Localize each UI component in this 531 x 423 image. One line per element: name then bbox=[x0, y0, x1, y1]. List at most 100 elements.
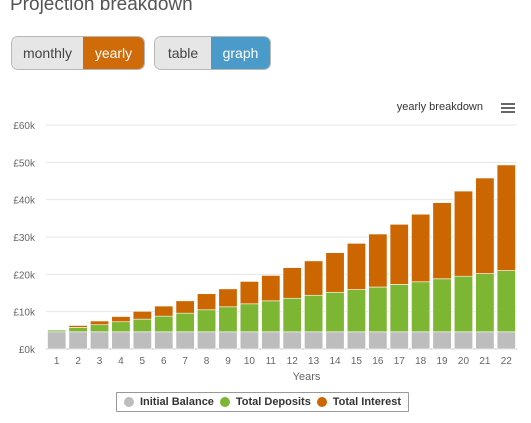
bar-segment-total-deposits[interactable] bbox=[154, 315, 174, 333]
bar-segment-total-interest[interactable] bbox=[282, 267, 302, 299]
legend-dot-initial-icon bbox=[123, 397, 134, 407]
bar-segment-total-interest[interactable] bbox=[453, 190, 473, 277]
y-tick-label: £30k bbox=[13, 233, 36, 244]
y-tick-label: £40k bbox=[13, 196, 36, 207]
bar-segment-total-deposits[interactable] bbox=[304, 294, 324, 333]
bar-segment-initial-balance[interactable] bbox=[346, 331, 366, 350]
bar-segment-total-deposits[interactable] bbox=[239, 303, 259, 333]
bar-segment-total-interest[interactable] bbox=[132, 310, 152, 320]
x-tick-label: 16 bbox=[372, 356, 384, 367]
view-toggle: table graph bbox=[154, 36, 271, 70]
x-tick-label: 21 bbox=[479, 356, 491, 367]
bar-segment-total-deposits[interactable] bbox=[68, 327, 88, 333]
bar-segment-total-interest[interactable] bbox=[325, 252, 345, 293]
bar-segment-total-interest[interactable] bbox=[175, 300, 195, 314]
y-tick-label: £50k bbox=[13, 158, 36, 169]
bar-segment-total-interest[interactable] bbox=[368, 233, 388, 288]
bar-segment-initial-balance[interactable] bbox=[389, 331, 409, 350]
bar-segment-initial-balance[interactable] bbox=[239, 331, 259, 350]
bar-segment-total-interest[interactable] bbox=[90, 320, 110, 326]
bar-segment-total-interest[interactable] bbox=[411, 213, 431, 283]
bar-segment-total-deposits[interactable] bbox=[453, 275, 473, 333]
bar-segment-initial-balance[interactable] bbox=[132, 331, 152, 350]
x-tick-label: 4 bbox=[118, 356, 124, 367]
y-tick-label: £10k bbox=[13, 308, 36, 319]
bar-segment-total-interest[interactable] bbox=[432, 202, 452, 280]
bar-segment-total-deposits[interactable] bbox=[282, 297, 302, 333]
bar-segment-total-deposits[interactable] bbox=[389, 284, 409, 333]
bar-segment-total-interest[interactable] bbox=[389, 224, 409, 285]
bar-segment-initial-balance[interactable] bbox=[111, 331, 131, 350]
bar-segment-total-deposits[interactable] bbox=[132, 318, 152, 333]
bar-segment-total-deposits[interactable] bbox=[90, 324, 110, 333]
bar-segment-initial-balance[interactable] bbox=[175, 331, 195, 350]
bar-segment-total-deposits[interactable] bbox=[197, 309, 217, 333]
monthly-button[interactable]: monthly bbox=[12, 37, 83, 69]
bar-segment-total-deposits[interactable] bbox=[218, 306, 238, 333]
bar-segment-total-deposits[interactable] bbox=[432, 278, 452, 333]
bar-segment-total-deposits[interactable] bbox=[496, 270, 516, 333]
x-tick-label: 18 bbox=[415, 356, 427, 367]
bar-segment-total-deposits[interactable] bbox=[325, 291, 345, 333]
bar-segment-initial-balance[interactable] bbox=[411, 331, 431, 350]
bar-segment-initial-balance[interactable] bbox=[325, 331, 345, 350]
bar-segment-total-interest[interactable] bbox=[304, 260, 324, 296]
legend-item-total-deposits[interactable]: Total Deposits bbox=[219, 396, 311, 408]
period-toggle: monthly yearly bbox=[11, 36, 145, 70]
bar-layer bbox=[47, 164, 516, 350]
bar-segment-total-interest[interactable] bbox=[111, 316, 131, 323]
bar-segment-total-deposits[interactable] bbox=[346, 289, 366, 333]
x-tick-label: 20 bbox=[458, 356, 470, 367]
y-tick-label: £20k bbox=[13, 270, 36, 281]
bar-segment-initial-balance[interactable] bbox=[304, 331, 324, 350]
bar-segment-total-deposits[interactable] bbox=[175, 312, 195, 333]
bar-segment-initial-balance[interactable] bbox=[368, 331, 388, 350]
bar-segment-total-interest[interactable] bbox=[197, 293, 217, 311]
x-axis-title: Years bbox=[293, 371, 321, 383]
bar-segment-initial-balance[interactable] bbox=[432, 331, 452, 350]
bar-segment-initial-balance[interactable] bbox=[218, 331, 238, 350]
bar-segment-total-interest[interactable] bbox=[346, 243, 366, 290]
bar-segment-total-interest[interactable] bbox=[261, 275, 281, 302]
x-tick-label: 14 bbox=[329, 356, 341, 367]
bar-segment-total-interest[interactable] bbox=[496, 164, 516, 271]
x-tick-label: 8 bbox=[204, 356, 210, 367]
bar-segment-initial-balance[interactable] bbox=[453, 331, 473, 350]
yearly-button[interactable]: yearly bbox=[83, 37, 144, 69]
x-tick-label: 2 bbox=[75, 356, 81, 367]
bar-segment-initial-balance[interactable] bbox=[68, 331, 88, 350]
bar-segment-total-interest[interactable] bbox=[68, 325, 88, 328]
bar-segment-total-interest[interactable] bbox=[154, 305, 174, 317]
x-tick-label: 19 bbox=[437, 356, 449, 367]
legend-item-initial-balance[interactable]: Initial Balance bbox=[123, 396, 214, 408]
x-tick-label: 6 bbox=[161, 356, 167, 367]
bar-segment-initial-balance[interactable] bbox=[261, 331, 281, 350]
bar-segment-total-interest[interactable] bbox=[475, 177, 495, 274]
bar-segment-total-deposits[interactable] bbox=[411, 281, 431, 333]
graph-button[interactable]: graph bbox=[211, 37, 270, 69]
x-tick-label: 9 bbox=[225, 356, 231, 367]
bar-segment-initial-balance[interactable] bbox=[496, 331, 516, 350]
x-tick-label: 15 bbox=[351, 356, 363, 367]
bar-segment-total-deposits[interactable] bbox=[475, 273, 495, 333]
y-tick-label: £0k bbox=[19, 345, 36, 356]
chart-subtitle: yearly breakdown bbox=[396, 101, 483, 113]
legend-item-total-interest[interactable]: Total Interest bbox=[316, 396, 401, 408]
bar-segment-initial-balance[interactable] bbox=[282, 331, 302, 350]
bar-segment-total-interest[interactable] bbox=[239, 281, 259, 305]
bar-segment-total-deposits[interactable] bbox=[368, 286, 388, 333]
table-button[interactable]: table bbox=[155, 37, 211, 69]
bar-segment-initial-balance[interactable] bbox=[90, 331, 110, 350]
legend-dot-deposits-icon bbox=[219, 397, 230, 407]
bar-segment-initial-balance[interactable] bbox=[475, 331, 495, 350]
bar-segment-total-interest[interactable] bbox=[218, 288, 238, 308]
x-tick-label: 13 bbox=[308, 356, 320, 367]
menu-icon[interactable] bbox=[501, 103, 515, 114]
bar-segment-total-deposits[interactable] bbox=[261, 300, 281, 333]
bar-segment-total-deposits[interactable] bbox=[111, 321, 131, 333]
bar-segment-initial-balance[interactable] bbox=[197, 331, 217, 350]
bar-segment-initial-balance[interactable] bbox=[154, 331, 174, 350]
page-title: Projection breakdown bbox=[10, 0, 193, 15]
bar-segment-initial-balance[interactable] bbox=[47, 331, 67, 350]
